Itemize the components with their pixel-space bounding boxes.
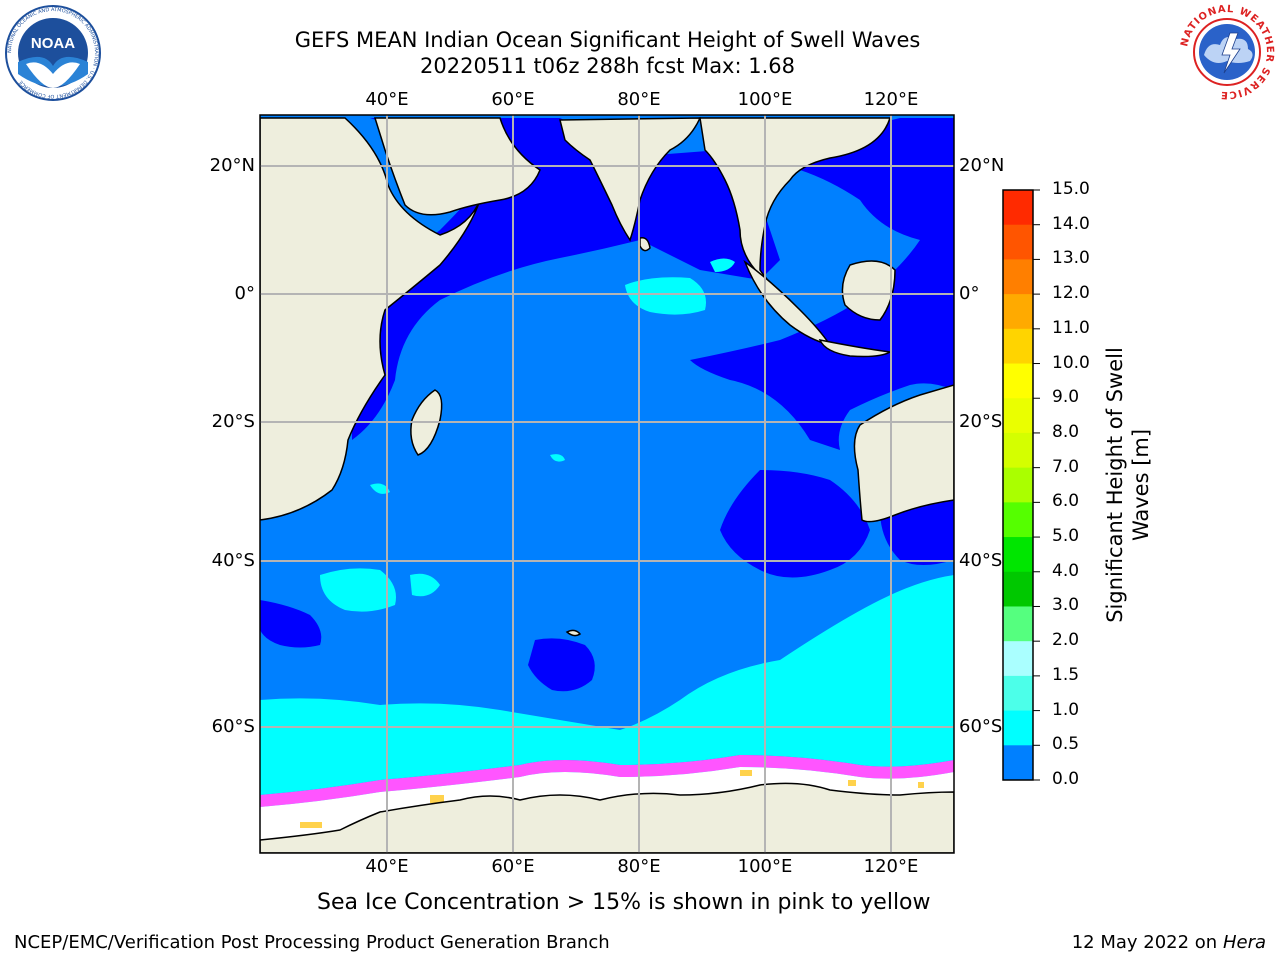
lat-label-left: 0° [234,283,255,304]
colorbar-band [1003,432,1033,469]
lat-label-left: 20°S [211,411,255,432]
lat-label-left: 20°N [209,155,255,176]
colorbar-tick-label: 15.0 [1052,179,1090,199]
colorbar-frame [1002,189,1034,781]
colorbar-band [1003,224,1033,260]
lat-label-right: 20°S [959,411,1003,432]
colorbar-tick-label: 11.0 [1052,317,1090,338]
swell-0-0.5-regions [260,118,954,692]
colorbar-tick-label: 2.0 [1052,630,1080,651]
colorbar-tick-label: 1.5 [1052,664,1080,685]
sea-ice-note: Sea Ice Concentration > 15% is shown in … [317,890,931,915]
footer-host: Hera [1222,932,1266,953]
ice-edge-band [260,755,954,807]
nws-logo: NATIONAL WEATHER SERVICE [1179,4,1274,100]
colorbar-tick-label: 10.0 [1052,352,1090,373]
colorbar-tick-label: 5.0 [1052,526,1080,547]
lat-label-left: 40°S [211,550,255,571]
colorbar-tick-label: 1.0 [1052,699,1080,720]
lat-label-right: 40°S [959,550,1003,571]
colorbar-tick-label: 8.0 [1052,421,1080,442]
lat-label-right: 20°N [959,155,1005,176]
lon-label-bottom: 60°E [491,856,535,877]
colorbar-band [1003,259,1033,295]
noaa-logo-text: NOAA [31,35,75,52]
colorbar-band [1003,398,1033,434]
colorbar-band [1003,294,1033,330]
noaa-logo: NOAA NATIONAL OCEANIC AND ATMOSPHERIC AD… [5,5,101,101]
colorbar-band [1003,571,1033,607]
footer-date: 12 May 2022 on Hera [1071,932,1266,953]
colorbar-tick-label: 0.5 [1052,734,1080,755]
colorbar-band [1003,190,1033,226]
colorbar-tick-label: 14.0 [1052,213,1090,234]
colorbar-tick-label: 6.0 [1052,491,1080,512]
lon-label-top: 100°E [737,89,793,110]
lon-label-top: 80°E [617,89,661,110]
map-subtitle: 20220511 t06z 288h fcst Max: 1.68 [420,54,795,78]
lon-label-bottom: 120°E [863,856,919,877]
colorbar-band [1003,675,1033,712]
lon-label-top: 120°E [863,89,919,110]
colorbar-band [1003,328,1033,365]
colorbar-band [1003,467,1033,503]
colorbar-tick-label: 7.0 [1052,456,1080,477]
graticule [260,115,954,853]
colorbar-band [1003,710,1033,746]
map-title: GEFS MEAN Indian Ocean Significant Heigh… [294,28,921,52]
lon-label-top: 40°E [365,89,409,110]
lat-label-right: 60°S [959,716,1003,737]
colorbar-tick-label: 3.0 [1052,595,1080,616]
lat-label-right: 0° [959,283,980,304]
colorbar-tick-label: 4.0 [1052,560,1080,581]
swell-1.0-1.5-regions [260,258,954,795]
colorbar-tick-label: 9.0 [1052,387,1080,408]
colorbar-band [1003,745,1033,781]
colorbar-band [1003,502,1033,538]
lon-label-bottom: 40°E [365,856,409,877]
colorbar-band [1003,641,1033,677]
colorbar-tick-label: 12.0 [1052,283,1090,304]
land-masses [260,117,954,853]
colorbar-tick-label: 13.0 [1052,248,1090,269]
lat-label-left: 60°S [211,716,255,737]
colorbar-band [1003,363,1033,399]
map-frame [259,114,955,854]
lon-label-bottom: 80°E [617,856,661,877]
footer-credit: NCEP/EMC/Verification Post Processing Pr… [14,932,610,953]
lon-label-bottom: 100°E [737,856,793,877]
lon-label-top: 60°E [491,89,535,110]
colorbar-band [1003,537,1033,573]
colorbar-tick-label: 0.0 [1052,769,1080,789]
colorbar-band [1003,606,1033,642]
